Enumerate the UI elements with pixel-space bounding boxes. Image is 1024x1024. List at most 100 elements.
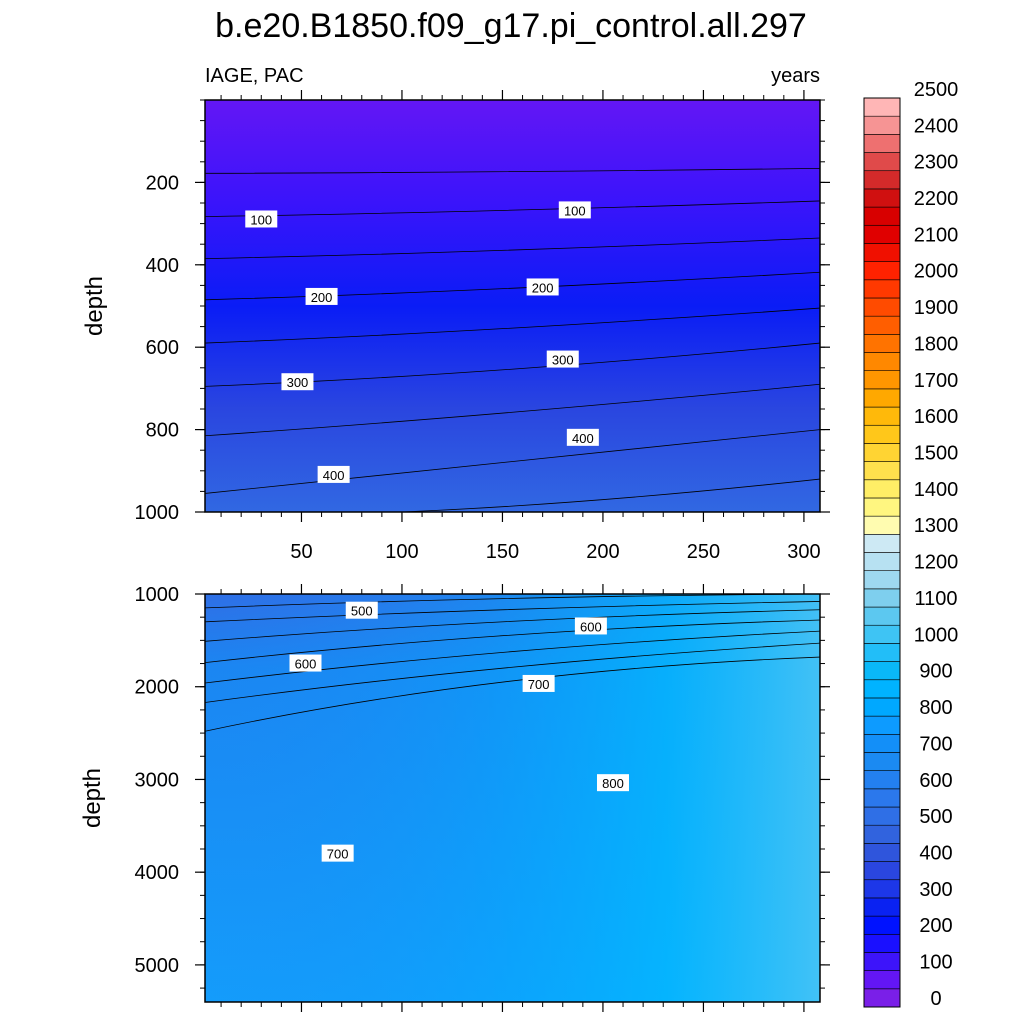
contour-label-box bbox=[526, 278, 559, 296]
colorbar-tick-label: 900 bbox=[919, 661, 952, 683]
contour-label-box bbox=[558, 201, 591, 219]
colorbar-box bbox=[863, 915, 901, 935]
colorbar-box bbox=[863, 352, 901, 371]
contour-line-50 bbox=[205, 167, 820, 174]
colorbar-frame bbox=[863, 97, 901, 1008]
lower-y-tick-label: 4000 bbox=[135, 862, 180, 884]
colorbar-tick-label: 1300 bbox=[914, 515, 959, 537]
upper-x-tick-label: 50 bbox=[290, 541, 312, 563]
upper-y-tick-label: 800 bbox=[146, 420, 179, 442]
colorbar-tick-label: 2100 bbox=[914, 224, 959, 246]
colorbar-box bbox=[863, 588, 901, 608]
colorbar-tick-label: 1800 bbox=[914, 333, 959, 355]
colorbar-tick-label: 400 bbox=[919, 842, 952, 864]
upper-x-tick-label: 250 bbox=[687, 541, 720, 563]
right-string: years bbox=[771, 65, 820, 87]
contour-label: 400 bbox=[317, 465, 350, 483]
colorbar-box bbox=[863, 770, 901, 790]
colorbar-box bbox=[863, 552, 901, 571]
contour-label-box bbox=[289, 654, 322, 672]
contour-label-text: 600 bbox=[580, 619, 602, 634]
contour-label-box bbox=[245, 210, 278, 228]
colorbar-tick-label: 100 bbox=[919, 952, 952, 974]
colorbar-tick-label: 1000 bbox=[914, 624, 959, 646]
upper-x-tick-label: 200 bbox=[586, 541, 619, 563]
contour-label-text: 200 bbox=[532, 280, 554, 295]
contour-line-650 bbox=[205, 630, 820, 684]
colorbar-box bbox=[863, 606, 901, 626]
contour-label: 300 bbox=[546, 350, 579, 368]
colorbar-box bbox=[863, 752, 901, 771]
colorbar-box bbox=[863, 297, 901, 317]
colorbar-box bbox=[863, 570, 901, 590]
colorbar-box bbox=[863, 697, 901, 717]
colorbar-box bbox=[863, 97, 901, 117]
colorbar-box bbox=[863, 661, 901, 681]
contour-line-500 bbox=[205, 601, 820, 623]
colorbar-tick-label: 600 bbox=[919, 770, 952, 792]
colorbar-box bbox=[863, 933, 901, 953]
colorbar-tick-label: 1400 bbox=[914, 479, 959, 501]
colorbar-box bbox=[863, 679, 901, 699]
colorbar-box bbox=[863, 388, 901, 408]
colorbar-box bbox=[863, 279, 901, 299]
colorbar-tick-label: 0 bbox=[930, 988, 941, 1010]
lower-y-tick-label: 2000 bbox=[135, 677, 180, 699]
contour-line-350 bbox=[205, 383, 820, 437]
colorbar-box bbox=[863, 134, 901, 153]
contour-label-text: 400 bbox=[323, 468, 345, 483]
contour-label: 300 bbox=[281, 373, 314, 391]
colorbar-box bbox=[863, 843, 901, 862]
contour-label-text: 700 bbox=[528, 677, 550, 692]
contour-label-text: 500 bbox=[351, 604, 373, 619]
contour-label-text: 600 bbox=[295, 657, 317, 672]
contour-label-text: 700 bbox=[327, 847, 349, 862]
upper-y-tick-label: 400 bbox=[146, 255, 179, 277]
colorbar-box bbox=[863, 788, 901, 808]
contour-label-box bbox=[522, 674, 555, 692]
contour-label-box bbox=[305, 287, 338, 305]
colorbar-box bbox=[863, 897, 901, 917]
colorbar-box bbox=[863, 643, 901, 662]
contour-label: 100 bbox=[245, 210, 278, 228]
colorbar-box bbox=[863, 115, 901, 135]
contour-label: 700 bbox=[522, 674, 555, 692]
colorbar-box bbox=[863, 715, 901, 735]
lower-y-axis-label: depth bbox=[79, 768, 106, 828]
upper-x-tick-label: 100 bbox=[385, 541, 418, 563]
colorbar-box bbox=[863, 406, 901, 426]
upper-y-tick-label: 200 bbox=[146, 172, 179, 194]
colorbar-tick-label: 800 bbox=[919, 697, 952, 719]
contour-line-600 bbox=[205, 619, 820, 664]
contour-label: 500 bbox=[345, 601, 378, 619]
colorbar-tick-label: 500 bbox=[919, 806, 952, 828]
colorbar-box bbox=[863, 988, 901, 1008]
contour-label: 800 bbox=[596, 774, 629, 792]
contour-label-text: 100 bbox=[250, 212, 272, 227]
lower-y-tick-label: 1000 bbox=[135, 584, 180, 606]
colorbar-box bbox=[863, 224, 901, 244]
upper-y-axis-label: depth bbox=[81, 276, 108, 336]
contour-label-box bbox=[566, 428, 599, 446]
colorbar-tick-label: 200 bbox=[919, 915, 952, 937]
contour-line-450 bbox=[401, 478, 820, 512]
contour-label: 600 bbox=[574, 617, 607, 635]
contour-label-text: 200 bbox=[311, 290, 333, 305]
colorbar-box bbox=[863, 243, 901, 262]
colorbar-box bbox=[863, 970, 901, 990]
colorbar-tick-label: 2500 bbox=[914, 79, 959, 101]
contour-label-text: 400 bbox=[572, 431, 594, 446]
colorbar-tick-label: 1500 bbox=[914, 443, 959, 465]
colorbar-box bbox=[863, 952, 901, 971]
colorbar-box bbox=[863, 206, 901, 226]
contour-label-box bbox=[574, 617, 607, 635]
upper-x-tick-label: 150 bbox=[486, 541, 519, 563]
colorbar-tick-label: 300 bbox=[919, 879, 952, 901]
colorbar-box bbox=[863, 879, 901, 899]
contour-line-400 bbox=[205, 429, 820, 494]
contour-label-text: 100 bbox=[564, 203, 586, 218]
upper-panel-fill bbox=[205, 100, 820, 512]
contour-label-box bbox=[317, 465, 350, 483]
